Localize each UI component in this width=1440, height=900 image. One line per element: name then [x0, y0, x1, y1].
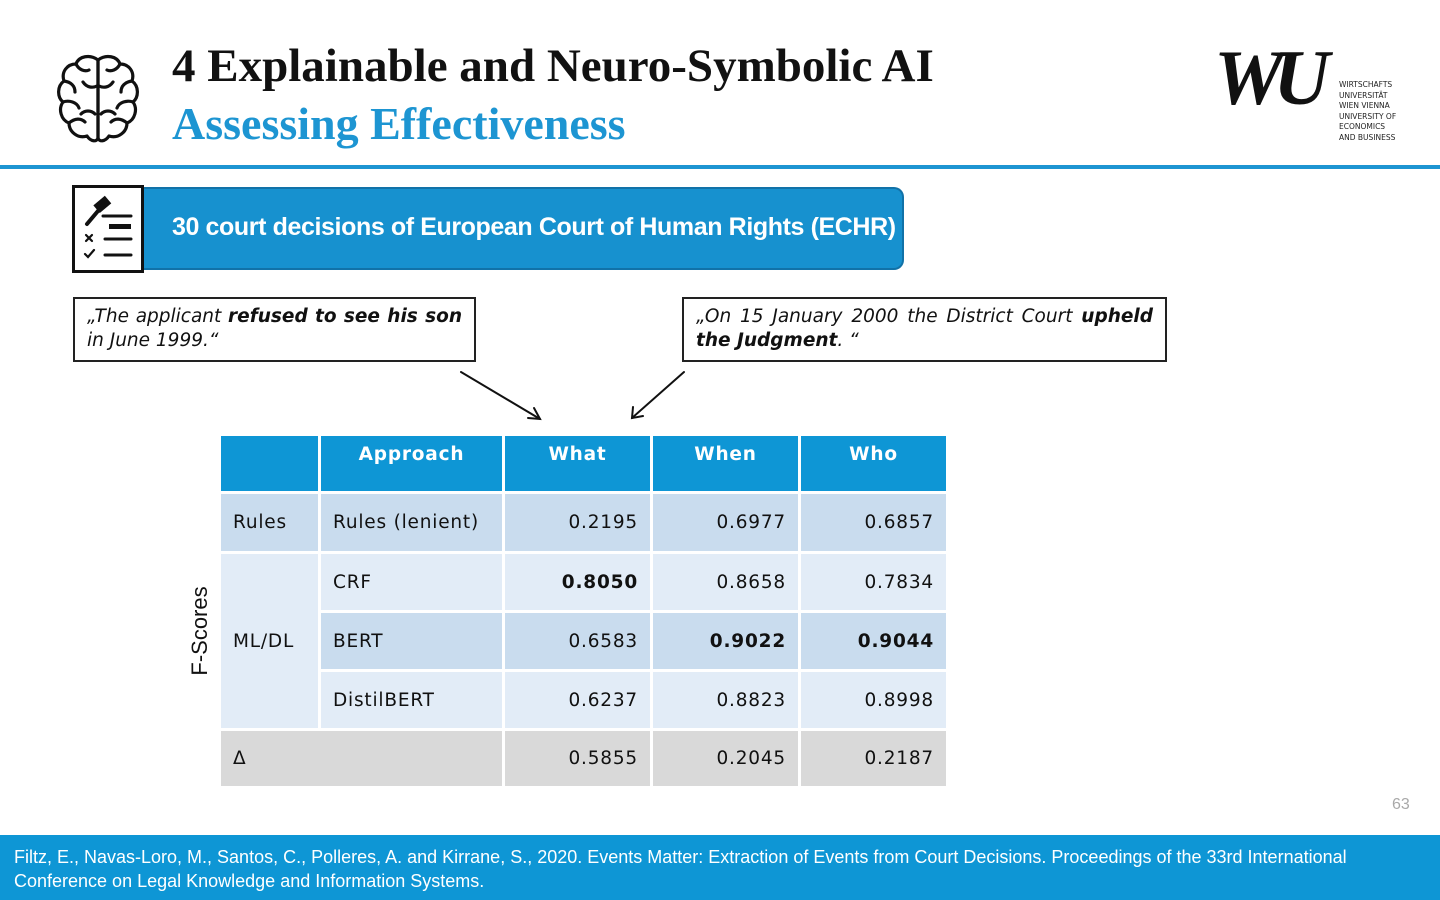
- table-header-cell: Who: [798, 433, 949, 494]
- what-cell: 0.2195: [502, 491, 653, 554]
- footer-citation: Filtz, E., Navas-Loro, M., Santos, C., P…: [14, 847, 1347, 891]
- when-cell: 0.8823: [650, 669, 801, 731]
- who-cell: 0.2187: [798, 728, 949, 789]
- approach-cell: CRF: [318, 551, 505, 613]
- who-cell: 0.9044: [798, 610, 949, 672]
- quote-emphasis: refused to see his son: [228, 306, 462, 327]
- delta-label: Δ: [218, 728, 505, 789]
- table-header-cell: Approach: [318, 433, 505, 494]
- what-cell: 0.6583: [502, 610, 653, 672]
- page-subtitle: Assessing Effectiveness: [172, 98, 626, 149]
- when-cell: 0.6977: [650, 491, 801, 554]
- table-header-cell: When: [650, 433, 801, 494]
- when-cell: 0.9022: [650, 610, 801, 672]
- quote-box-right: „On 15 January 2000 the District Court u…: [682, 297, 1167, 362]
- page-title: 4 Explainable and Neuro-Symbolic AI: [172, 40, 934, 92]
- gavel-checklist-icon: [72, 185, 144, 273]
- quote-emphasis: upheld the Judgment: [696, 306, 1153, 351]
- what-cell: 0.6237: [502, 669, 653, 731]
- table-row: ML/DL CRF 0.8050 0.8658 0.7834: [218, 551, 949, 731]
- f-scores-axis-label: F-Scores: [187, 586, 212, 676]
- footer-bar: [0, 835, 1440, 900]
- table-row: BERT 0.6583 0.9022 0.9044: [220, 610, 949, 672]
- group-cell: ML/DL: [218, 551, 321, 731]
- logo-mark: WU: [1214, 40, 1333, 121]
- when-cell: 0.8658: [650, 551, 801, 613]
- approach-cell: BERT: [318, 610, 505, 672]
- quote-box-left: „The applicant refused to see his son in…: [73, 297, 476, 362]
- topic-banner: [140, 187, 904, 270]
- when-cell: 0.2045: [650, 728, 801, 789]
- brain-icon: [57, 54, 139, 143]
- who-cell: 0.8998: [798, 669, 949, 731]
- table-header-cell: [218, 433, 321, 494]
- wu-logo: WU: [1214, 40, 1343, 121]
- who-cell: 0.7834: [798, 551, 949, 613]
- delta-row: Δ 0.5855 0.2045 0.2187: [218, 728, 949, 789]
- pointer-arrows: [460, 371, 685, 421]
- approach-cell: Rules (lenient): [318, 491, 505, 554]
- table-header-cell: What: [502, 433, 653, 494]
- who-cell: 0.6857: [798, 491, 949, 554]
- table-row: Rules Rules (lenient) 0.2195 0.6977 0.68…: [218, 491, 949, 554]
- page-number: 63: [1392, 796, 1410, 813]
- table-row: DistilBERT 0.6237 0.8823 0.8998: [220, 669, 949, 731]
- what-cell: 0.5855: [502, 728, 653, 789]
- table-header-row: Approach What When Who: [218, 433, 949, 494]
- what-cell: 0.8050: [502, 551, 653, 613]
- header-divider: [0, 165, 1440, 169]
- approach-cell: DistilBERT: [318, 669, 505, 731]
- group-cell: Rules: [218, 491, 321, 554]
- logo-text: WIRTSCHAFTS UNIVERSITÄT WIEN VIENNA UNIV…: [1339, 80, 1397, 142]
- banner-text: 30 court decisions of European Court of …: [172, 213, 896, 241]
- f-scores-table: Approach What When Who Rules Rules (leni…: [218, 433, 949, 789]
